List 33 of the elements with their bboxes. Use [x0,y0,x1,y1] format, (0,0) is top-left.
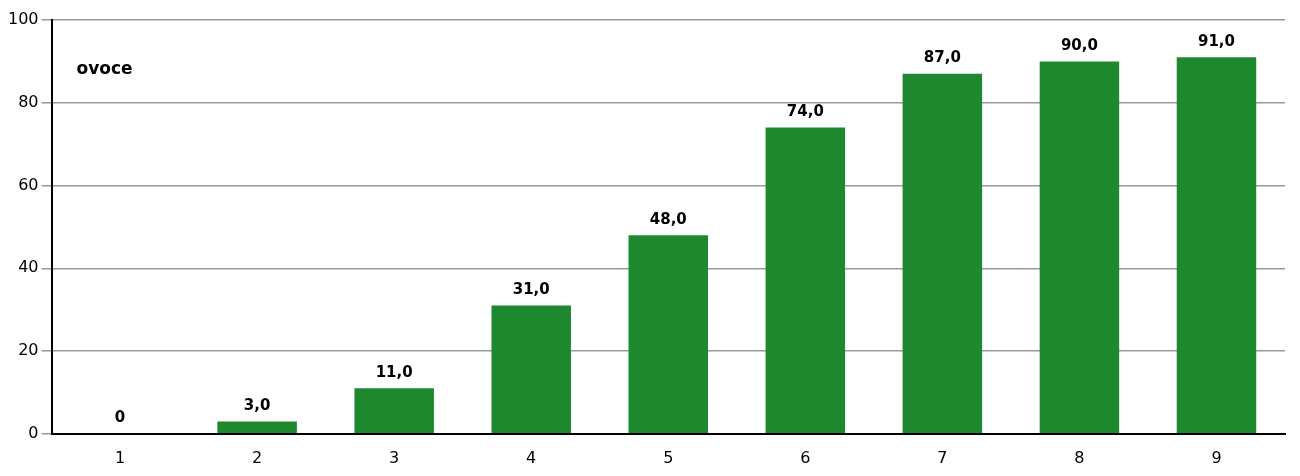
data-label: 74,0 [786,101,824,120]
bar [765,127,846,434]
data-label: 90,0 [1060,35,1098,54]
bar [1039,61,1120,434]
data-label: 3,0 [243,395,271,414]
x-tick-label: 6 [800,447,811,467]
y-tick-label: 0 [28,422,39,442]
x-tick-label: 1 [114,447,126,467]
data-label: 11,0 [375,362,413,381]
x-tick-label: 7 [937,447,948,467]
x-tick-label: 9 [1211,447,1222,467]
y-tick-label: 60 [18,174,39,194]
y-tick-label: 100 [7,9,39,29]
x-tick-label: 8 [1074,447,1085,467]
bar [217,421,297,434]
data-label: 31,0 [512,279,550,298]
data-label: 0 [114,408,126,427]
data-label: 87,0 [923,48,961,67]
text: ovoce [76,58,133,79]
x-tick-label: 5 [663,447,674,467]
data-label: 91,0 [1197,31,1235,50]
bar [491,305,571,434]
x-tick-label: 4 [526,447,537,467]
y-tick-label: 40 [18,257,39,277]
bar [1176,57,1257,434]
x-tick-label: 2 [252,447,263,467]
y-tick-label: 20 [18,340,39,360]
data-label: 48,0 [649,209,687,228]
bar [354,388,434,434]
bar [902,73,983,434]
y-tick-label: 80 [18,91,39,111]
bar [628,235,709,434]
x-tick-label: 3 [389,447,400,467]
